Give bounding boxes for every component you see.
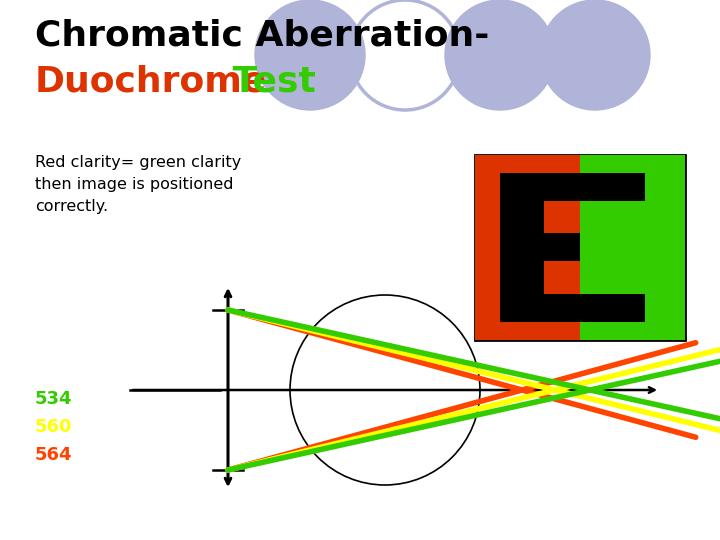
Bar [475,155,685,340]
Bar [500,294,645,322]
Bar [580,261,645,294]
Bar [544,261,580,294]
Bar [580,233,604,261]
Text: 560: 560 [35,418,73,436]
Circle shape [540,0,650,110]
Bar [580,155,685,340]
Bar [544,201,580,233]
Text: 534: 534 [35,390,73,408]
Bar [580,201,645,233]
Text: Red clarity= green clarity
then image is positioned
correctly.: Red clarity= green clarity then image is… [35,155,241,214]
Bar [475,155,580,340]
Circle shape [255,0,365,110]
Text: 564: 564 [35,446,73,464]
Bar [500,233,604,261]
Text: Test: Test [220,65,316,99]
Text: Duochrome: Duochrome [35,65,267,99]
Bar [580,233,645,261]
Circle shape [445,0,555,110]
Text: Chromatic Aberration-: Chromatic Aberration- [35,18,490,52]
Bar [500,173,645,201]
Bar [500,173,544,322]
